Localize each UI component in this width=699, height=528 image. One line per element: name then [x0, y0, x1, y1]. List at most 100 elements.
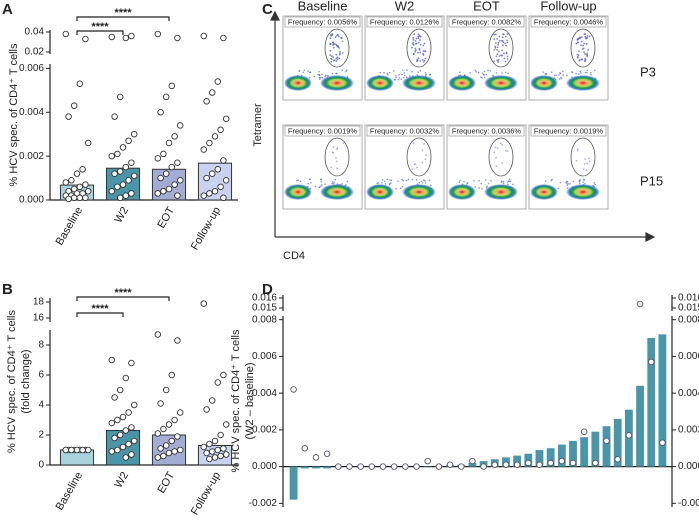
data-point: [390, 463, 398, 470]
event-dot: [474, 69, 477, 72]
data-point: [174, 433, 181, 440]
data-point: [424, 457, 431, 465]
event-dot: [502, 182, 505, 185]
data-point: [108, 419, 116, 427]
event-dot: [298, 69, 301, 72]
data-point: [211, 437, 219, 445]
significance-label: ****: [114, 7, 132, 19]
event-dot: [390, 179, 393, 182]
tetramer-dot: [341, 52, 344, 54]
tetramer-dot: [496, 46, 499, 49]
data-point: [111, 434, 118, 442]
data-point: [200, 192, 208, 199]
bar: [323, 466, 332, 469]
event-dot: [401, 185, 404, 188]
data-point: [128, 359, 135, 367]
event-dot: [580, 72, 582, 74]
tetramer-dot: [580, 40, 583, 43]
event-dot: [403, 72, 406, 74]
data-point: [154, 30, 162, 38]
tetramer-dot: [329, 49, 332, 52]
data-point: [62, 179, 70, 186]
gate: [570, 28, 596, 68]
freq-box: [284, 125, 361, 137]
tetramer-dot: [496, 38, 499, 40]
data-point: [176, 122, 184, 129]
frequency-label: Frequency: 0.0056%: [288, 17, 358, 26]
population: [566, 184, 600, 200]
data-point: [323, 450, 331, 457]
event-dot: [321, 73, 323, 76]
data-point: [547, 459, 554, 467]
frequency-label: Frequency: 0.0082%: [452, 17, 522, 26]
tetramer-dot: [498, 35, 501, 38]
tetramer-dot: [411, 168, 414, 171]
tetramer-dot: [576, 55, 579, 58]
bar: [658, 334, 667, 467]
x-tick-label: Baseline: [54, 205, 85, 248]
event-dot: [473, 180, 475, 182]
tetramer-dot: [497, 41, 500, 44]
tetramer-dot: [415, 42, 418, 45]
tetramer-dot: [411, 46, 413, 49]
tetramer-dot: [494, 45, 497, 48]
bar: [569, 440, 577, 467]
y-tick-label: 0.04: [25, 27, 45, 38]
event-dot: [558, 78, 561, 80]
data-point: [160, 425, 167, 433]
data-point: [203, 449, 210, 457]
tetramer-dot: [336, 167, 339, 170]
event-dot: [395, 76, 397, 79]
data-point: [84, 446, 92, 454]
tetramer-dot: [336, 34, 338, 37]
frequency-label: Frequency: 0.0019%: [288, 126, 358, 135]
y-tick-label: 0.004: [252, 388, 277, 399]
event-dot: [489, 70, 492, 72]
tetramer-dot: [504, 60, 507, 63]
tetramer-dot: [330, 58, 333, 61]
event-dot: [487, 182, 490, 185]
gate: [406, 28, 432, 68]
y-axis-label: % HCV spec. of CD4⁺ T cells: [230, 329, 242, 472]
event-dot: [551, 178, 553, 181]
event-dot: [428, 74, 431, 76]
data-point: [154, 331, 162, 338]
data-point: [111, 394, 118, 401]
tetramer-dot: [584, 36, 587, 39]
column-header: EOT: [473, 0, 500, 13]
tetramer-dot: [334, 36, 337, 38]
data-point: [203, 174, 210, 182]
data-point: [84, 139, 92, 147]
event-dot: [309, 71, 311, 74]
tetramer-dot: [576, 149, 579, 152]
tetramer-dot: [494, 33, 497, 36]
data-point: [165, 421, 173, 428]
tetramer-dot: [412, 142, 415, 145]
x-tick-label: Follow-up: [189, 205, 223, 252]
tetramer-dot: [503, 57, 506, 60]
population: [448, 184, 476, 200]
tetramer-dot: [337, 35, 340, 38]
data-point: [122, 163, 130, 171]
data-point: [211, 133, 219, 140]
y-tick-label: 0.016: [252, 293, 277, 304]
data-point: [168, 371, 176, 379]
event-dot: [559, 72, 562, 75]
event-dot: [558, 74, 560, 76]
data-point: [119, 144, 127, 151]
event-dot: [459, 71, 461, 73]
panel-label: D: [262, 281, 273, 298]
significance-bracket: [76, 312, 124, 317]
y-tick-label: 0.004: [678, 388, 699, 399]
data-point: [636, 300, 644, 308]
data-point: [79, 446, 86, 454]
bar: [580, 437, 589, 467]
data-point: [111, 170, 118, 177]
data-point: [125, 137, 132, 145]
event-dot: [425, 73, 427, 76]
population: [284, 184, 312, 200]
tetramer-dot: [502, 41, 505, 44]
y-tick-label: 0.016: [678, 293, 699, 304]
y-tick-label: 0: [38, 460, 44, 471]
